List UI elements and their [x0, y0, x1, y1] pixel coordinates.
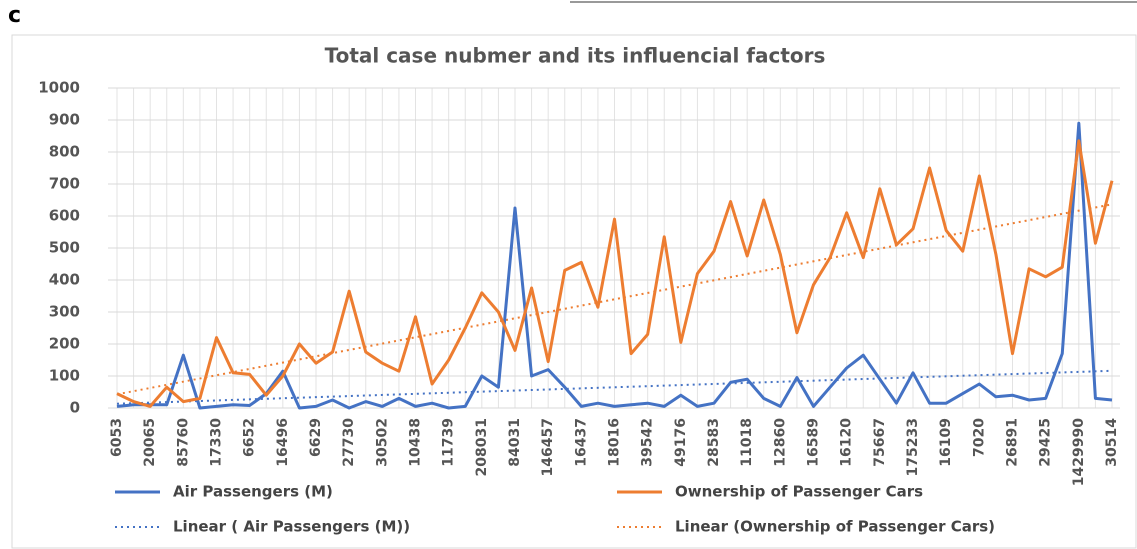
x-tick-label: 18016: [607, 418, 623, 467]
x-tick-label: 146457: [540, 418, 556, 476]
x-tick-label: 84031: [507, 418, 523, 467]
x-tick-label: 175233: [905, 418, 921, 476]
x-tick-label: 6652: [242, 418, 258, 457]
y-tick-label: 800: [49, 143, 80, 161]
x-tick-label: 85760: [175, 418, 191, 467]
legend-label: Ownership of Passenger Cars: [675, 483, 923, 501]
x-tick-label: 1429990: [1071, 418, 1087, 486]
series-line: [116, 139, 1114, 408]
legend-label: Air Passengers (M): [173, 483, 333, 501]
x-tick-label: 11739: [441, 418, 457, 467]
x-tick-label: 16120: [839, 418, 855, 467]
chart-title: Total case nubmer and its influencial fa…: [325, 44, 826, 68]
x-tick-label: 11018: [739, 418, 755, 467]
y-tick-label: 400: [49, 271, 80, 289]
x-tick-label: 29425: [1038, 418, 1054, 467]
x-tick-label: 30502: [374, 418, 390, 467]
x-tick-label: 16589: [806, 418, 822, 467]
x-tick-label: 16109: [938, 418, 954, 467]
x-tick-label: 16496: [275, 418, 291, 467]
x-tick-label: 28583: [706, 418, 722, 467]
x-tick-label: 16437: [573, 418, 589, 467]
legend-label: Linear ( Air Passengers (M)): [173, 518, 410, 536]
x-tick-label: 208031: [474, 418, 490, 476]
x-tick-label: 20065: [142, 418, 158, 467]
x-tick-label: 75667: [872, 418, 888, 467]
y-tick-label: 200: [49, 335, 80, 353]
x-tick-label: 17330: [209, 418, 225, 467]
legend-label: Linear (Ownership of Passenger Cars): [675, 518, 995, 536]
y-tick-label: 100: [49, 367, 80, 385]
panel-label: c: [8, 3, 21, 28]
y-tick-label: 600: [49, 207, 80, 225]
y-tick-label: 700: [49, 175, 80, 193]
x-tick-label: 6053: [109, 418, 125, 457]
x-tick-label: 39542: [640, 418, 656, 467]
y-tick-label: 1000: [38, 79, 80, 97]
chart-frame: [11, 34, 1137, 549]
y-tick-label: 900: [49, 111, 80, 129]
series-line: [116, 121, 1113, 410]
trendline: [116, 203, 1113, 396]
y-tick-label: 500: [49, 239, 80, 257]
x-tick-label: 27730: [341, 418, 357, 467]
x-tick-label: 49176: [673, 418, 689, 467]
x-tick-label: 30514: [1104, 418, 1120, 467]
x-tick-label: 26891: [1005, 418, 1021, 467]
x-tick-label: 10438: [408, 418, 424, 467]
x-tick-label: 6629: [308, 418, 324, 457]
trendline: [116, 369, 1113, 405]
y-tick-label: 0: [70, 399, 80, 417]
x-tick-label: 7020: [971, 418, 987, 457]
y-tick-label: 300: [49, 303, 80, 321]
x-tick-label: 12860: [772, 418, 788, 467]
